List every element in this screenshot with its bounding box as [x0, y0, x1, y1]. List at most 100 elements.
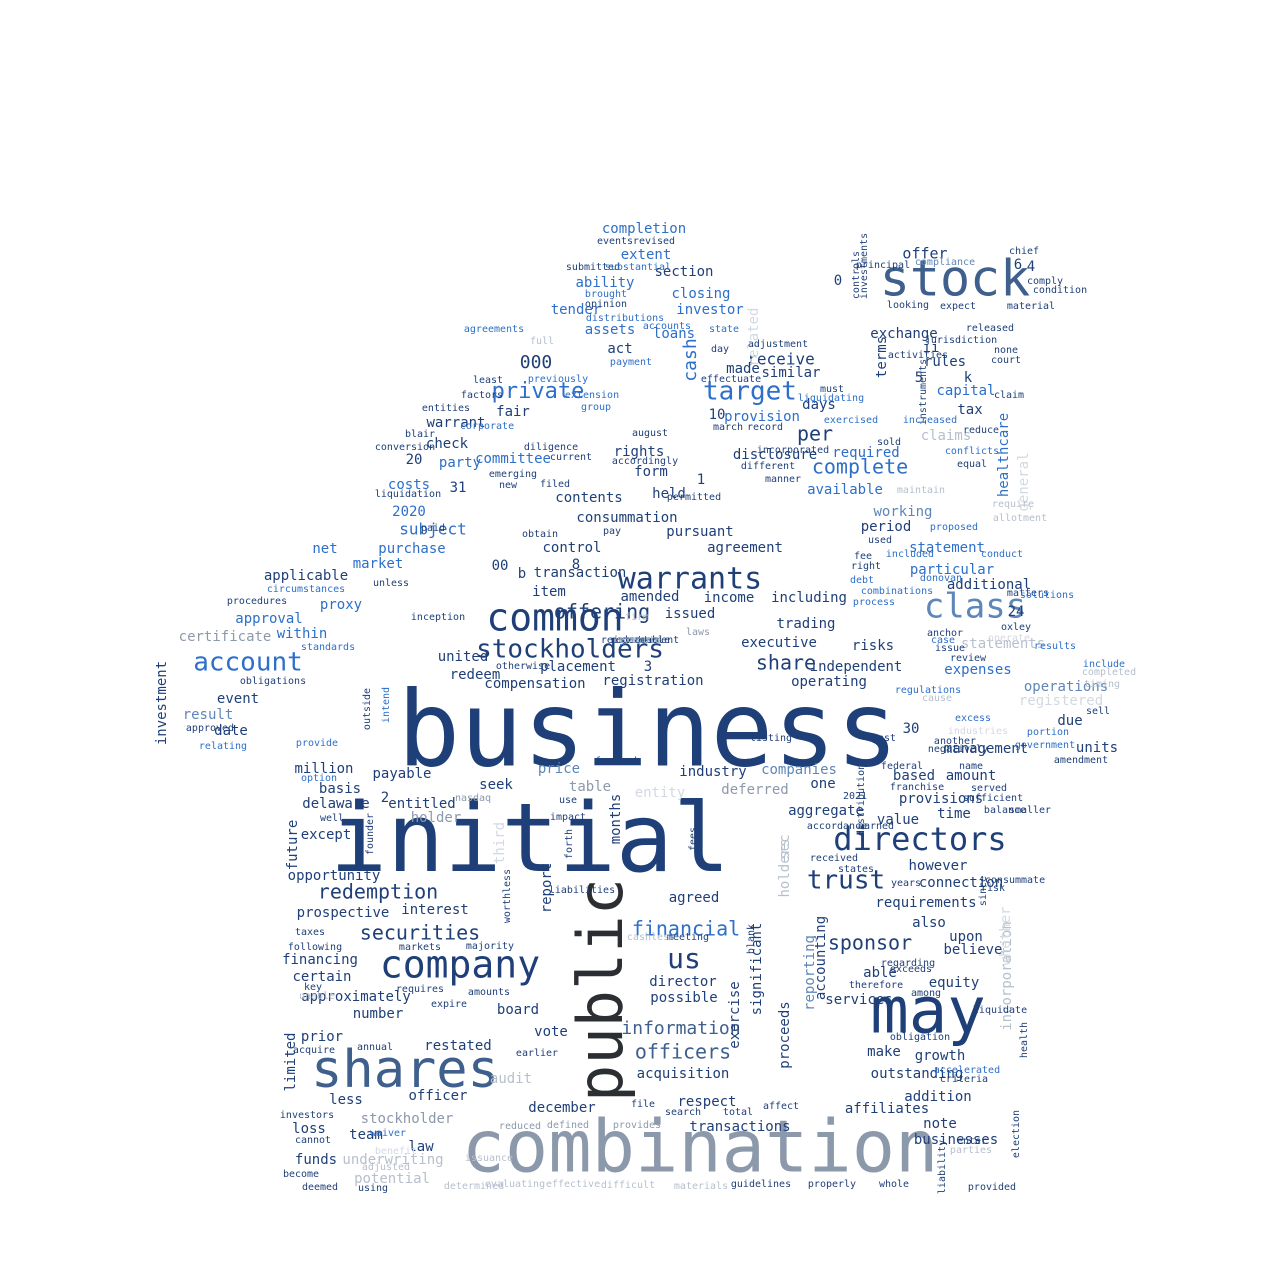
- word-working: working: [873, 504, 932, 520]
- word-general: general: [1016, 452, 1032, 511]
- word-cause: cause: [922, 693, 952, 704]
- word-effective: effective: [546, 1179, 600, 1190]
- word-majority: majority: [466, 941, 514, 952]
- word-healthcare: healthcare: [996, 413, 1012, 497]
- word-risks: risks: [852, 638, 894, 654]
- word-proceeds: proceeds: [777, 1001, 793, 1068]
- word-private: private: [492, 379, 585, 404]
- word-criteria: criteria: [940, 1074, 988, 1085]
- word-distribution: distribution: [856, 764, 867, 836]
- word-event: event: [217, 691, 259, 707]
- word-evaluating: evaluating: [485, 1179, 545, 1190]
- word-current: current: [550, 452, 592, 463]
- word-liabilities: liabilities: [549, 885, 615, 896]
- word-use: use: [559, 795, 577, 806]
- word-investments: investments: [859, 233, 870, 299]
- word-related: related: [746, 307, 762, 366]
- word-option: option: [301, 773, 337, 784]
- word-another: another: [934, 736, 976, 747]
- word-affect: affect: [763, 1101, 799, 1112]
- word-common: common: [486, 596, 623, 640]
- word-million: million: [294, 761, 353, 777]
- word-additional: additional: [947, 577, 1031, 593]
- word-stockholder: stockholder: [361, 1111, 454, 1127]
- word-provide: provide: [296, 738, 338, 749]
- word-growth: growth: [915, 1048, 966, 1064]
- word-sufficient: sufficient: [963, 793, 1023, 804]
- word-rights: rights: [614, 444, 665, 460]
- word-fees: fees: [688, 827, 699, 851]
- word-regarding: regarding: [881, 958, 935, 969]
- word-different: different: [741, 461, 795, 472]
- word-using: using: [358, 1183, 388, 1194]
- word-one: one: [810, 776, 835, 792]
- word-maintain: maintain: [897, 485, 945, 496]
- word-units: units: [1076, 740, 1118, 756]
- word-initial: initial: [330, 784, 730, 894]
- word-well: well: [320, 813, 344, 824]
- word-purchase: purchase: [378, 541, 445, 557]
- word-target: target: [703, 377, 797, 407]
- word-greater: greater: [619, 635, 661, 646]
- word-registered: registered: [1019, 693, 1103, 709]
- word-laws: laws: [686, 627, 710, 638]
- word-provides: provides: [613, 1120, 661, 1131]
- word-review: review: [950, 653, 987, 664]
- word-results: results: [1034, 641, 1076, 652]
- word-none: none: [994, 345, 1018, 356]
- word-underwriting: underwriting: [342, 1152, 443, 1168]
- word-significant: significant: [749, 923, 765, 1016]
- word-securities: securities: [360, 921, 480, 945]
- word-deemed: deemed: [302, 1182, 338, 1193]
- word-approved: approved: [186, 723, 234, 734]
- word-solutions: solutions: [1020, 590, 1074, 601]
- word-paid: paid: [421, 523, 445, 534]
- word-incorporated: incorporated: [757, 445, 829, 456]
- word-pay: pay: [603, 526, 621, 537]
- word-permitted: permitted: [667, 492, 721, 503]
- word-day: day: [711, 344, 729, 355]
- word-claim: claim: [994, 390, 1024, 401]
- word-note: note: [923, 1116, 957, 1132]
- word-government: government: [1015, 740, 1075, 751]
- word-worthless: worthless: [502, 869, 513, 923]
- word-become: become: [283, 1169, 319, 1180]
- word-oxley: oxley: [1001, 622, 1031, 633]
- word-respect: respect: [677, 1094, 736, 1110]
- word-warrant: warrant: [426, 415, 485, 431]
- word-group: group: [581, 402, 611, 413]
- word-liquidate: liquidate: [973, 1005, 1027, 1016]
- word-requirements: requirements: [875, 895, 976, 911]
- word-deferred: deferred: [721, 782, 788, 798]
- word-shares: shares: [311, 1040, 499, 1100]
- word-offer: offer: [902, 245, 947, 263]
- word-industry: industry: [679, 764, 746, 780]
- word-earlier: earlier: [516, 1048, 558, 1059]
- word-record: record: [747, 422, 783, 433]
- word-anchor: anchor: [927, 628, 963, 639]
- word-guidelines: guidelines: [731, 1179, 791, 1190]
- word-law: law: [408, 1139, 434, 1155]
- word-entity: entity: [635, 785, 686, 801]
- word-third: third: [492, 822, 508, 864]
- word-transactions: transactions: [689, 1119, 790, 1135]
- word-unless: unless: [373, 578, 409, 589]
- word-completed: completed: [1082, 667, 1136, 678]
- word-portion: portion: [1027, 727, 1069, 738]
- word-parties: parties: [950, 1145, 992, 1156]
- word-outstanding: outstanding: [871, 1066, 964, 1082]
- word-obtain: obtain: [522, 529, 558, 540]
- word-cannot: cannot: [295, 1135, 331, 1146]
- word-businesses: businesses: [914, 1132, 998, 1148]
- word-difficult: difficult: [601, 1180, 655, 1191]
- word-amendment: amendment: [1054, 755, 1108, 766]
- word-ii: ii: [923, 340, 940, 356]
- word-loss: loss: [292, 1121, 326, 1137]
- word-expenses: expenses: [944, 662, 1011, 678]
- word-operating: operating: [791, 674, 867, 690]
- word-2021: 2021: [843, 791, 867, 802]
- word-tender: tender: [551, 302, 602, 318]
- word-defined: defined: [547, 1120, 589, 1131]
- word-increased: increased: [903, 415, 957, 426]
- word-extension: extension: [565, 390, 619, 401]
